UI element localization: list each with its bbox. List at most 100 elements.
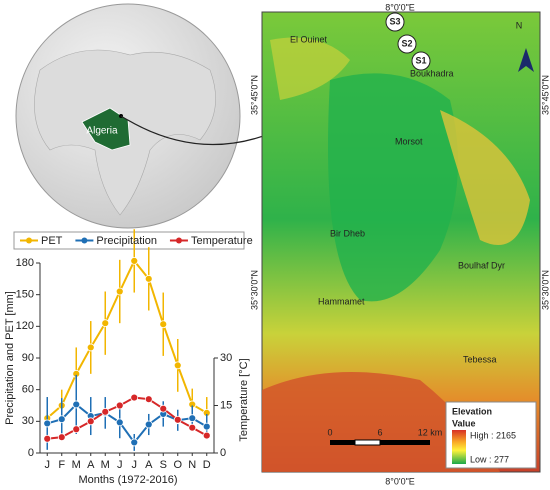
mountain-area [262,372,500,472]
legend-box [13,231,245,250]
x-tick-label: J [132,459,138,471]
data-point [159,404,168,413]
data-point [130,438,139,447]
x-tick-label: N [188,459,196,471]
x-axis-label: Months (1972-2016) [78,474,177,486]
legend-swatch [26,237,32,244]
data-point [130,393,139,402]
data-point [188,414,197,423]
data-point [57,433,66,442]
legend-label: PET [41,235,63,247]
data-point [202,422,211,431]
x-tick-label: O [173,459,182,471]
station-marker [411,51,431,71]
place-label: Boulhaf Dyr [458,260,505,270]
lat-label: 35°30'0"N [249,270,259,310]
legend-subtitle: Value [452,418,476,428]
plain-area [328,73,458,302]
scale-bar [354,439,381,446]
ridge-area [440,110,530,245]
x-tick-label: J [45,459,51,471]
lon-label: 8°0'0"E [385,2,415,12]
data-point [101,407,110,416]
y-tick-label: 30 [22,415,34,427]
x-tick-label: M [72,459,81,471]
scale-label: 0 [327,427,332,437]
x-tick-label: J [117,459,123,471]
y-tick-label: 0 [28,447,34,459]
algeria-shape [81,107,131,151]
place-label: Tebessa [463,354,497,364]
data-point [130,256,139,265]
lat-label: 35°45'0"N [249,75,259,115]
x-tick-label: A [145,459,153,471]
data-point [202,431,211,440]
data-point [86,417,95,426]
ridge-area [270,37,350,100]
x-tick-label: A [87,459,95,471]
station-marker [397,34,417,54]
north-label: N [516,20,523,30]
legend-swatch [81,237,88,244]
scale-bar [330,440,355,445]
data-point [144,274,153,283]
globe: Algeria [15,3,361,229]
data-point [72,425,81,434]
legend-title: Elevation [452,406,492,416]
map: 8°0'0"E 8°0'0"E 35°45'0"N 35°30'0"N 35°4… [249,2,550,486]
legend-low: Low : 277 [470,454,509,464]
y-axis-label: Precipitation and PET [mm] [4,291,16,425]
legend-ramp [452,430,466,464]
globe-label: Algeria [86,126,118,137]
x-tick-label: D [203,459,211,471]
scale-bar [380,440,430,445]
data-point [173,415,182,424]
legend-label: Temperature [191,235,253,247]
x-tick-label: M [101,459,110,471]
x-tick-label: F [58,459,65,471]
y-tick-label: 60 [22,384,34,396]
station-marker [385,12,405,32]
lat-label: 35°45'0"N [540,75,550,115]
place-label: Hammamet [318,296,365,306]
y2-tick-label: 15 [220,399,232,411]
place-label: Morsot [395,136,423,146]
series-line [46,259,208,419]
station-label: S1 [415,55,426,65]
y2-axis-label: Temperature [°C] [238,358,250,441]
lon-label: 8°0'0"E [385,476,415,486]
y2-tick-label: 0 [220,447,226,459]
station-label: S3 [389,16,400,26]
data-point [115,418,124,427]
x-tick-label: S [160,459,167,471]
y-tick-label: 120 [16,320,34,332]
data-point [72,400,81,409]
place-label: Boukhadra [410,68,454,78]
data-point [86,343,95,352]
data-point [57,415,66,424]
place-label: Bir Dheb [330,228,365,238]
data-point [101,319,110,328]
place-label: El Ouinet [290,34,328,44]
data-point [115,287,124,296]
data-point [144,420,153,429]
north-arrow [518,48,534,72]
scale-label: 6 [377,427,382,437]
data-point [159,320,168,329]
legend-swatch [175,237,182,244]
station-label: S2 [401,38,412,48]
legend-high: High : 2165 [470,430,516,440]
data-point [43,419,52,428]
y2-tick-label: 30 [220,352,232,364]
y-tick-label: 180 [16,257,34,269]
data-point [43,434,52,443]
data-point [115,401,124,410]
data-point [173,361,182,370]
data-point [188,423,197,432]
y-tick-label: 90 [22,352,34,364]
climate-chart: Precipitation and PET [mm] Temperature [… [4,229,253,486]
legend-label: Precipitation [96,235,157,247]
data-point [144,395,153,404]
lat-label: 35°30'0"N [540,270,550,310]
